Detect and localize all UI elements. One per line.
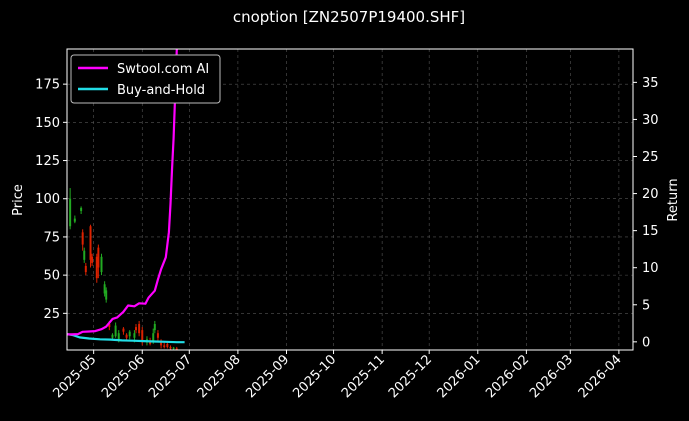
- left-tick-label: 75: [43, 230, 60, 245]
- left-y-axis: 25 50 75 100 125 150 175: [35, 78, 67, 322]
- candle-body: [156, 333, 159, 338]
- right-tick-label: 10: [642, 261, 659, 276]
- candle-body: [172, 347, 175, 349]
- left-tick-label: 50: [43, 269, 60, 284]
- candle-body: [84, 265, 87, 273]
- candle-body: [100, 256, 103, 273]
- candle-body: [105, 290, 108, 300]
- candle-body: [141, 330, 144, 343]
- right-tick-label: 35: [642, 76, 659, 91]
- candle-body: [153, 324, 156, 331]
- candle-body: [114, 325, 117, 337]
- candle-body: [111, 334, 114, 338]
- series-line-swtool: [67, 49, 178, 336]
- right-tick-label: 15: [642, 224, 659, 239]
- left-axis-label: Price: [11, 184, 26, 216]
- candle-body: [160, 342, 163, 346]
- left-tick-label: 175: [35, 78, 60, 93]
- candle-body: [117, 333, 120, 340]
- right-tick-label: 0: [642, 335, 650, 350]
- series-layer: [67, 49, 185, 344]
- plot-frame: [66, 48, 634, 351]
- candle-body: [128, 331, 131, 337]
- candle-body: [95, 256, 98, 279]
- right-tick-label: 20: [642, 187, 659, 202]
- left-tick-label: 25: [43, 307, 60, 322]
- right-axis-label: Return: [666, 178, 681, 221]
- candle-body: [169, 346, 172, 349]
- left-tick-label: 150: [35, 116, 60, 131]
- candle-body: [163, 345, 166, 347]
- candle-body: [89, 226, 92, 260]
- right-tick-label: 30: [642, 113, 659, 128]
- candle-body: [108, 324, 111, 328]
- candle-body: [166, 343, 169, 347]
- series-line-buy-and-hold: [67, 333, 185, 344]
- candle-body: [83, 250, 86, 260]
- candle-body: [138, 324, 141, 334]
- candle-body: [69, 198, 72, 227]
- right-tick-label: 25: [642, 150, 659, 165]
- candle-body: [152, 333, 155, 341]
- candle-body: [125, 334, 128, 338]
- candle-body: [122, 328, 125, 332]
- candle-body: [134, 327, 137, 331]
- left-tick-label: 125: [35, 154, 60, 169]
- candle-body: [103, 284, 106, 294]
- right-tick-label: 5: [642, 298, 650, 313]
- legend-label-swtool: Swtool.com AI: [117, 62, 209, 77]
- candle-body: [91, 256, 94, 263]
- candle-body: [80, 207, 83, 211]
- right-y-axis: 0 5 10 15 20 25 30 35: [633, 76, 659, 350]
- candle-body: [133, 333, 136, 338]
- left-tick-label: 100: [35, 192, 60, 207]
- candle-body: [73, 218, 76, 222]
- legend-box: [70, 54, 221, 104]
- legend-label-buy-and-hold: Buy-and-Hold: [117, 83, 205, 98]
- chart-title: cnoption [ZN2507P19400.SHF]: [233, 8, 465, 26]
- candle-body: [175, 348, 178, 350]
- legend: Swtool.com AI Buy-and-Hold: [70, 54, 221, 104]
- candle-body: [81, 232, 84, 245]
- candlestick-layer: [69, 188, 178, 350]
- candle-body: [97, 247, 100, 268]
